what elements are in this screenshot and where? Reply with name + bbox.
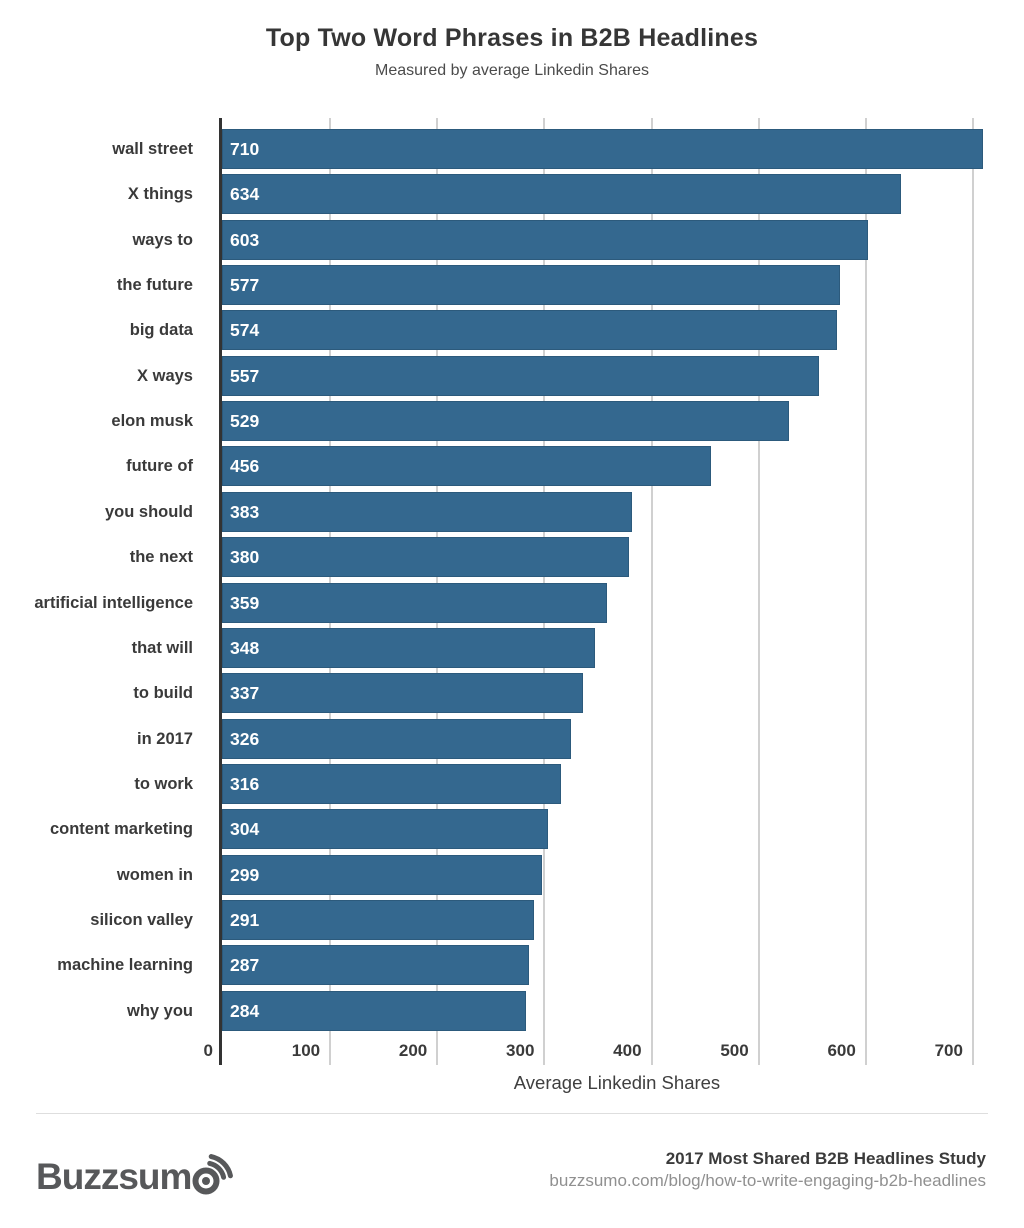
value-label: 380 <box>230 547 260 568</box>
logo-text: Buzzsum <box>36 1156 192 1197</box>
category-label: to work <box>134 774 193 793</box>
bar: 359 <box>222 582 607 623</box>
x-axis-title: Average Linkedin Shares <box>513 1072 721 1093</box>
study-title: 2017 Most Shared B2B Headlines Study <box>665 1149 986 1168</box>
bar: 337 <box>222 673 584 714</box>
value-label: 304 <box>230 819 260 840</box>
category-label: that will <box>131 638 193 657</box>
footer: Buzzsum 2017 Most Shared B2B Headlines S… <box>36 1144 986 1214</box>
category-label: silicon valley <box>90 910 193 929</box>
bar: 710 <box>222 129 983 169</box>
value-label: 291 <box>230 909 260 930</box>
gridline <box>864 118 867 1065</box>
value-label: 529 <box>230 411 260 432</box>
value-label: 316 <box>230 773 260 794</box>
category-label: why you <box>126 1001 193 1020</box>
category-label: X ways <box>137 366 193 385</box>
value-label: 383 <box>230 501 260 522</box>
category-label: to build <box>133 684 193 703</box>
value-label: 337 <box>230 683 260 704</box>
value-label: 456 <box>230 456 260 477</box>
gridline <box>757 118 760 1065</box>
category-label: X things <box>127 185 193 204</box>
bar: 287 <box>222 945 530 986</box>
category-label: future of <box>126 457 193 476</box>
category-label: content marketing <box>49 820 193 839</box>
value-label: 634 <box>230 184 260 205</box>
gridline <box>971 118 974 1065</box>
bar: 291 <box>222 899 534 940</box>
value-label: 577 <box>230 275 260 296</box>
bar: 557 <box>222 355 819 396</box>
chart-title: Top Two Word Phrases in B2B Headlines <box>265 24 759 52</box>
category-label: elon musk <box>111 412 193 431</box>
source-url: buzzsumo.com/blog/how-to-write-engaging-… <box>549 1171 986 1190</box>
x-tick-label: 600 <box>827 1041 856 1060</box>
value-label: 359 <box>230 592 260 613</box>
value-label: 557 <box>230 365 260 386</box>
value-label: 299 <box>230 864 260 885</box>
x-tick-label: 700 <box>934 1041 963 1060</box>
y-axis-line <box>219 118 222 1065</box>
value-label: 603 <box>230 229 260 250</box>
bar: 603 <box>222 219 869 260</box>
category-label: ways to <box>132 230 193 249</box>
bar: 316 <box>222 763 561 804</box>
bar: 383 <box>222 491 633 532</box>
gridline <box>650 118 653 1065</box>
category-label: machine learning <box>57 956 193 975</box>
bar: 348 <box>222 627 595 668</box>
x-tick-label: 500 <box>720 1041 749 1060</box>
bar: 284 <box>222 990 527 1031</box>
category-label: the future <box>116 276 193 295</box>
value-label: 287 <box>230 955 260 976</box>
category-label: the next <box>129 548 193 567</box>
bar: 456 <box>222 446 711 487</box>
x-tick-label: 200 <box>398 1041 428 1060</box>
bar: 380 <box>222 537 630 578</box>
bar: 299 <box>222 854 543 895</box>
bar: 574 <box>222 310 837 351</box>
category-label: big data <box>129 321 193 340</box>
bar: 304 <box>222 809 548 850</box>
x-tick-label: 100 <box>291 1041 321 1060</box>
x-tick-label: 300 <box>506 1041 535 1060</box>
value-label: 348 <box>230 637 260 658</box>
category-label: women in <box>116 865 193 884</box>
bar: 577 <box>222 265 841 306</box>
footer-divider <box>36 1113 988 1114</box>
plot-area: wall street 710 X things 634 ways to 603 the f… <box>0 118 1024 1065</box>
category-label: wall street <box>112 140 193 158</box>
value-label: 326 <box>230 728 260 749</box>
category-label: you should <box>105 502 193 521</box>
value-label: 574 <box>230 320 260 341</box>
chart-header: Top Two Word Phrases in B2B Headlines Me… <box>0 24 1024 80</box>
bar: 529 <box>222 401 789 442</box>
bar: 326 <box>222 718 572 759</box>
footer-attribution: 2017 Most Shared B2B Headlines Study buz… <box>549 1148 986 1192</box>
buzzsumo-logo: Buzzsum <box>36 1150 236 1197</box>
chart-subtitle: Measured by average Linkedin Shares <box>375 62 649 79</box>
x-tick-label: 0 <box>203 1041 213 1060</box>
x-tick-label: 400 <box>613 1041 642 1060</box>
value-label: 710 <box>230 139 260 159</box>
category-label: artificial intelligence <box>34 593 193 612</box>
value-label: 284 <box>230 1000 260 1021</box>
broadcast-o-icon <box>192 1154 234 1195</box>
bar: 634 <box>222 174 902 215</box>
category-label: in 2017 <box>137 729 193 748</box>
